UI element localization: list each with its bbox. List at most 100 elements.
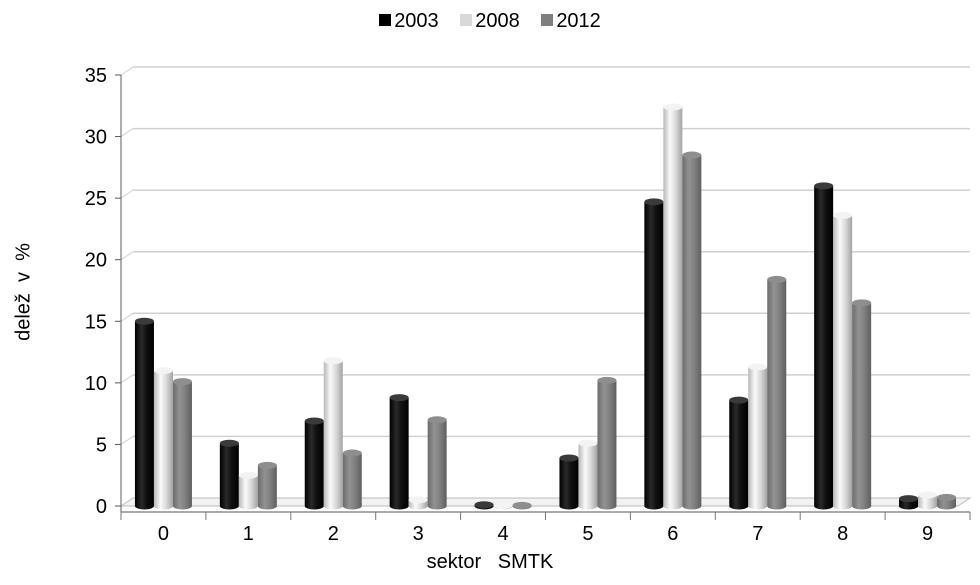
bar-2008-2 [323,357,343,510]
bar-top [918,491,938,499]
bar-2003-1 [219,439,239,510]
bar-body [389,397,409,510]
legend-item-2003: 2003 [379,10,439,33]
bar-body [729,400,749,510]
x-tick-label: 2 [328,523,339,545]
bar-top [559,454,579,462]
bar-top [899,495,919,503]
bar-top [134,317,154,325]
bar-2012-8 [852,299,872,510]
x-tick-label: 4 [497,523,508,545]
y-tick-label: 15 [85,311,107,333]
bar-top [389,394,409,402]
bar-2008-8 [833,211,853,510]
bar-body [767,279,787,510]
legend-swatch-2003 [379,13,392,26]
bar-2012-7 [767,275,787,510]
x-tick-label: 8 [837,523,848,545]
bar-top [748,363,768,371]
legend-item-2012: 2012 [541,10,601,33]
bars [134,103,957,510]
bar-2003-2 [304,417,324,510]
bar-body [814,185,834,510]
y-tick-label: 25 [85,188,107,210]
y-axis-label: delež v % [12,243,35,341]
bar-top [814,182,834,190]
x-axis-label: sektor SMTK [426,551,554,573]
bar-body [342,453,362,510]
bar-top [578,439,598,447]
legend-label-2003: 2003 [394,10,439,33]
bar-2008-7 [748,363,768,510]
bar-body [257,465,277,510]
bar-top [682,151,702,159]
chart-legend: 2003 2008 2012 [0,10,980,33]
bar-top [323,357,343,365]
x-tick-label: 1 [243,523,254,545]
gridline-side [120,251,134,261]
bar-2003-5 [559,454,579,510]
bar-body [852,302,872,510]
gridline-side [120,189,134,199]
x-tick-label: 6 [667,523,678,545]
y-tick-label: 35 [85,65,107,87]
bar-top [342,449,362,457]
bar-top [597,376,617,384]
legend-label-2012: 2012 [556,10,601,33]
bar-top [304,417,324,425]
x-tick-label: 5 [582,523,593,545]
x-tick-label: 0 [158,523,169,545]
bar-top [493,501,513,509]
bar-top [219,439,239,447]
bar-2012-5 [597,376,617,510]
bar-2003-0 [134,317,154,510]
bar-top [937,493,957,501]
bar-body [304,421,324,510]
bar-2008-6 [663,103,683,510]
bar-body [172,381,192,510]
bar-top [427,416,447,424]
bar-2003-9 [899,495,919,510]
gridline-side [120,128,134,137]
bar-2003-3 [389,394,409,510]
bar-2012-9 [937,493,957,510]
bar-top [408,496,428,504]
bar-body [238,475,258,510]
bar-body [153,370,173,510]
bar-body [833,215,853,510]
legend-swatch-2008 [460,13,473,26]
bar-2012-0 [172,378,192,510]
axes [115,74,971,520]
bar-top [833,211,853,219]
bar-body [682,155,702,510]
bar-2012-6 [682,151,702,510]
legend-swatch-2012 [541,13,554,26]
bar-2003-6 [644,198,664,510]
bar-body [918,494,938,510]
tick-labels: 0 5 10 15 20 25 30 35 0 1 2 3 4 5 6 7 8 9 [85,65,933,545]
bar-2012-1 [257,461,277,510]
bar-top [257,461,277,469]
bar-2012-4 [512,501,532,510]
gridline-side [120,66,134,76]
bar-body [134,321,154,510]
bar-top [153,367,173,375]
bar-2008-9 [918,491,938,510]
bar-2003-8 [814,182,834,510]
y-tick-label: 0 [96,496,107,518]
bar-top [512,501,532,509]
gridline-side [120,312,134,322]
bar-top [644,198,664,206]
bar-2008-5 [578,439,598,510]
x-tick-label: 9 [922,523,933,545]
y-tick-label: 10 [85,373,107,395]
bar-top [767,275,787,283]
bar-top [474,501,494,509]
bar-top [663,103,683,111]
bar-2003-4 [474,501,494,510]
bar-body [427,419,447,510]
bar-top [729,396,749,404]
gridline-side [120,374,134,384]
bar-body [219,443,239,510]
